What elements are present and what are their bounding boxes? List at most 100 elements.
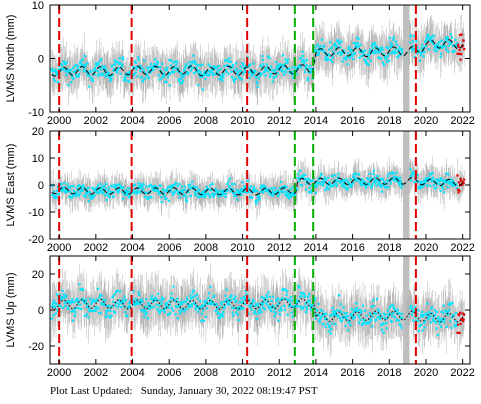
- data-point: [224, 294, 227, 297]
- data-point: [61, 64, 64, 67]
- data-point: [440, 39, 443, 42]
- data-point: [338, 309, 341, 312]
- data-point: [173, 191, 176, 194]
- data-point: [371, 316, 374, 319]
- data-point: [409, 167, 412, 171]
- data-point: [394, 309, 398, 313]
- data-point: [167, 185, 170, 188]
- data-point: [356, 178, 360, 181]
- data-point: [179, 303, 182, 306]
- data-point: [81, 188, 84, 192]
- data-point: [400, 326, 403, 329]
- data-point: [322, 44, 326, 47]
- data-point: [335, 184, 338, 187]
- data-point: [157, 192, 160, 196]
- data-point: [441, 319, 444, 322]
- data-point: [56, 308, 60, 311]
- data-point: [454, 38, 457, 41]
- data-point: [137, 182, 140, 185]
- data-point: [144, 77, 147, 80]
- data-point: [434, 178, 438, 181]
- data-point: [94, 68, 97, 72]
- data-point: [216, 308, 219, 311]
- data-point: [59, 305, 62, 308]
- data-point: [427, 317, 430, 320]
- x-tick-label: 2002: [84, 242, 108, 254]
- data-point: [219, 189, 222, 193]
- data-point: [301, 176, 305, 179]
- data-point: [195, 306, 198, 309]
- model-line: [51, 39, 465, 77]
- footer-label: Plot Last Updated:: [50, 385, 133, 397]
- data-point: [281, 191, 285, 194]
- data-point: [411, 49, 414, 52]
- data-point: [146, 74, 149, 77]
- data-point: [194, 191, 197, 194]
- data-point: [249, 185, 253, 188]
- data-point: [324, 178, 328, 181]
- data-point: [71, 76, 74, 79]
- data-point: [290, 195, 293, 198]
- data-point: [74, 69, 77, 72]
- data-point: [400, 51, 404, 54]
- data-point: [442, 187, 445, 190]
- data-point: [356, 309, 360, 312]
- data-point: [209, 299, 213, 302]
- data-point: [355, 46, 358, 49]
- data-point: [274, 60, 277, 64]
- data-point: [235, 188, 238, 192]
- data-point: [67, 307, 70, 311]
- data-point: [150, 306, 153, 309]
- data-point: [208, 196, 212, 199]
- data-point: [259, 64, 262, 67]
- data-point: [248, 76, 251, 80]
- data-point: [378, 181, 382, 184]
- data-point: [52, 299, 55, 302]
- data-point: [70, 80, 73, 84]
- data-point: [303, 60, 306, 63]
- data-point: [324, 56, 328, 59]
- data-point: [291, 66, 294, 69]
- data-point: [327, 57, 330, 61]
- data-point: [140, 298, 143, 301]
- data-point: [448, 41, 451, 44]
- data-point: [361, 322, 364, 325]
- data-point: [284, 71, 288, 74]
- data-point: [214, 309, 217, 313]
- data-point: [444, 45, 447, 48]
- data-point: [277, 302, 280, 305]
- data-point: [63, 181, 66, 185]
- data-point: [270, 65, 273, 68]
- data-point: [128, 190, 131, 193]
- data-point: [99, 68, 102, 71]
- data-point: [207, 69, 211, 73]
- data-point: [211, 182, 214, 185]
- data-point: [448, 309, 451, 312]
- data-point: [271, 187, 274, 190]
- data-point: [419, 186, 422, 190]
- data-point: [256, 317, 259, 321]
- data-point: [223, 305, 226, 308]
- data-point: [53, 302, 57, 305]
- data-point: [358, 51, 362, 54]
- data-point: [115, 184, 119, 187]
- data-point: [435, 50, 438, 53]
- data-point: [277, 63, 280, 66]
- x-tick-label: 2020: [414, 115, 438, 127]
- data-point: [460, 33, 463, 36]
- data-point: [303, 295, 307, 298]
- data-point: [267, 306, 271, 309]
- data-point: [348, 320, 351, 323]
- data-point: [257, 305, 260, 308]
- data-point: [163, 74, 166, 78]
- data-point: [228, 57, 231, 60]
- data-point: [84, 65, 87, 68]
- data-point: [389, 41, 392, 44]
- data-point: [349, 324, 352, 327]
- data-point: [222, 307, 225, 310]
- data-point: [386, 175, 389, 178]
- data-point: [327, 188, 330, 191]
- x-tick-label: 2006: [157, 115, 181, 127]
- data-point: [244, 185, 248, 188]
- data-point: [106, 191, 109, 195]
